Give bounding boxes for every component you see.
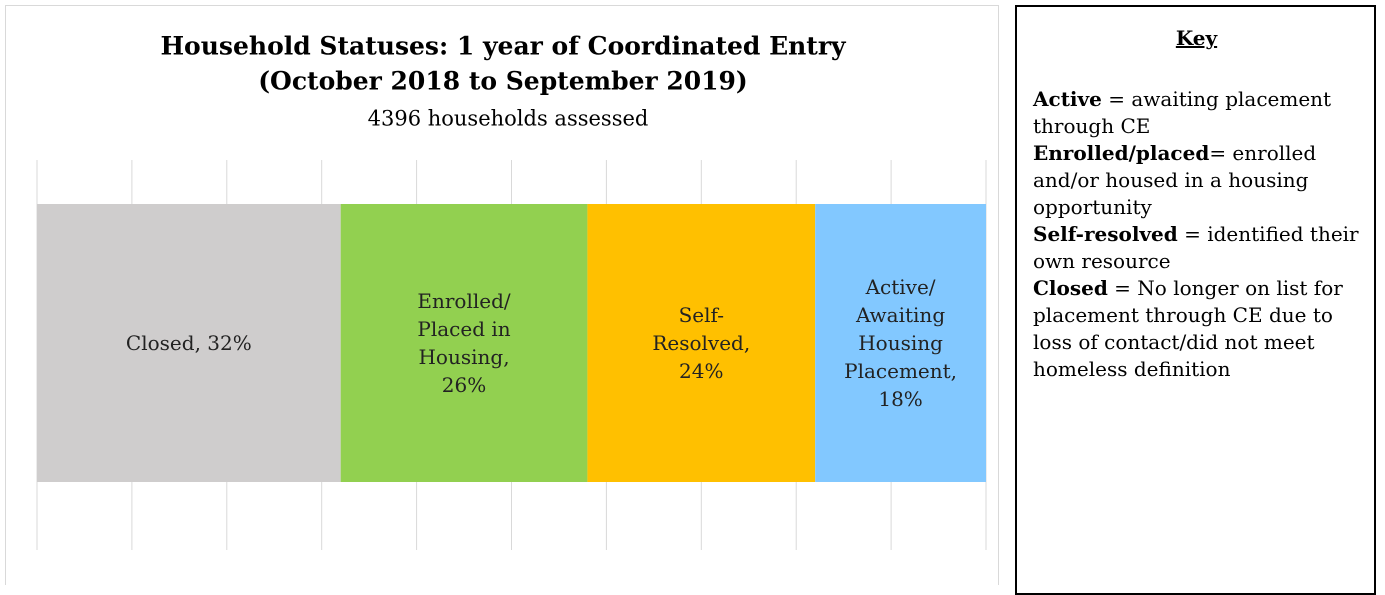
- key-box: Key Active = awaiting placement through …: [1015, 5, 1376, 595]
- data-label: Enrolled/ Placed in Housing, 26%: [417, 289, 511, 397]
- data-label-box: Active/ Awaiting Housing Placement, 18%: [815, 204, 986, 482]
- key-entry: Closed = No longer on list for placement…: [1033, 275, 1360, 383]
- key-definition: = awaiting placement through CE: [1033, 87, 1332, 138]
- data-label: Active/ Awaiting Housing Placement, 18%: [844, 275, 958, 411]
- key-entry: Enrolled/placed= enrolled and/or housed …: [1033, 140, 1360, 221]
- key-definition: = No longer on list for placement throug…: [1033, 276, 1343, 381]
- data-label: Self-Resolved, 24%: [652, 303, 751, 383]
- bar-segment: [815, 204, 986, 482]
- key-term: Enrolled/placed: [1033, 141, 1210, 165]
- bar-segment: [37, 204, 341, 482]
- key-entry: Active = awaiting placement through CE: [1033, 86, 1360, 140]
- data-label-box: Self-Resolved, 24%: [587, 204, 815, 482]
- key-term: Closed: [1033, 276, 1108, 300]
- key-definition: = identified their own resource: [1033, 222, 1359, 273]
- chart-title: (October 2018 to September 2019): [258, 67, 748, 96]
- key-title: Key: [1175, 26, 1218, 50]
- page: Household Statuses: 1 year of Coordinate…: [5, 5, 1376, 595]
- bar-segment: [340, 204, 588, 482]
- data-label-box: Enrolled/ Placed in Housing, 26%: [341, 204, 588, 482]
- key-term: Self-resolved: [1033, 222, 1178, 246]
- chart-subtitle: 4396 households assessed: [368, 107, 649, 131]
- data-label-box: Closed, 32%: [37, 204, 341, 482]
- chart: Household Statuses: 1 year of Coordinate…: [36, 32, 987, 550]
- chart-title: Household Statuses: 1 year of Coordinate…: [160, 32, 847, 61]
- bar-segment: [587, 204, 816, 482]
- key-term: Active: [1033, 87, 1102, 111]
- key-definition: = enrolled and/or housed in a housing op…: [1033, 141, 1317, 219]
- key-entry: Self-resolved = identified their own res…: [1033, 221, 1360, 275]
- chart-area: [5, 5, 999, 585]
- data-label: Closed, 32%: [125, 331, 252, 355]
